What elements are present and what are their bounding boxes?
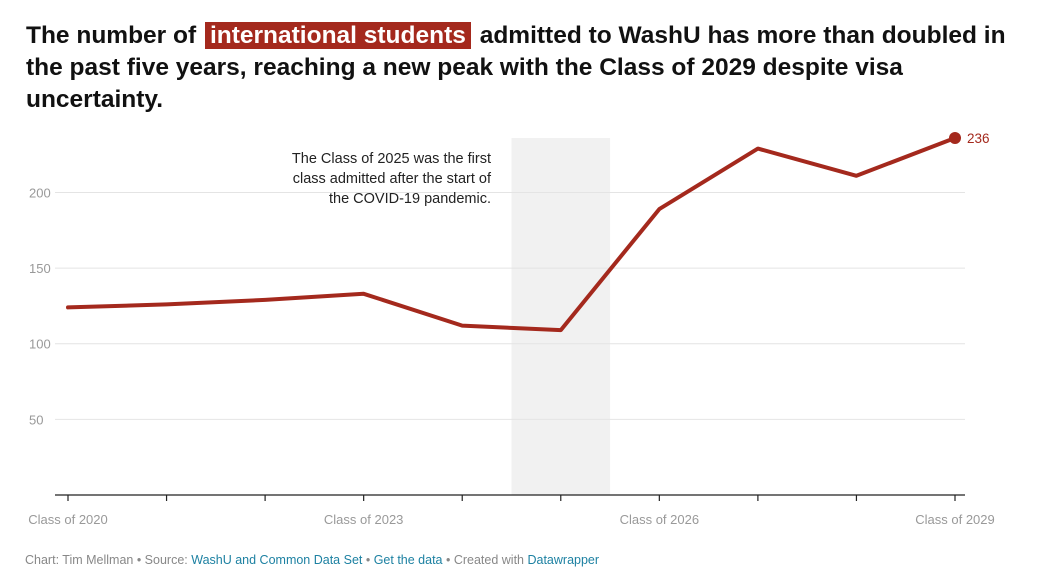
gridlines <box>55 191 965 420</box>
x-axis-labels: Class of 2020 Class of 2023 Class of 2026 C… <box>28 512 995 527</box>
annotation-line-3: the COVID-19 pandemic. <box>329 191 491 207</box>
end-point-marker <box>949 132 961 144</box>
x-tick-label-2029: Class of 2029 <box>915 512 995 527</box>
x-tick-label-2026: Class of 2026 <box>620 512 700 527</box>
y-axis-labels: 50 100 150 200 <box>29 185 51 427</box>
chart-title: The number of international students adm… <box>26 20 1016 116</box>
shaded-region <box>511 138 611 495</box>
series-line <box>66 136 957 333</box>
pandemic-annotation: The Class of 2025 was the first class ad… <box>292 151 492 207</box>
x-tick-label-2023: Class of 2023 <box>324 512 404 527</box>
chart-footer: Chart: Tim Mellman • Source: WashU and C… <box>25 553 599 567</box>
series-group <box>66 136 957 333</box>
end-value-label: 236 <box>967 131 990 146</box>
title-end: admitted to WashU has more than doubled … <box>26 22 1006 113</box>
title-highlight: international students <box>204 22 471 49</box>
annotation-line-1: The Class of 2025 was the first <box>292 151 491 167</box>
title-start: The number of <box>26 22 197 49</box>
footer-separator: • <box>362 553 374 567</box>
source-link[interactable]: WashU and Common Data Set <box>191 553 363 567</box>
footer-created-with: • Created with <box>442 553 528 567</box>
annotation-line-2: class admitted after the start of <box>293 171 492 187</box>
shaded-region-group <box>511 138 611 495</box>
y-tick-label-50: 50 <box>29 412 43 427</box>
footer-credit: Chart: Tim Mellman • Source: <box>25 553 192 567</box>
end-marker-group: 236 <box>949 131 990 146</box>
y-tick-label-100: 100 <box>29 337 51 352</box>
y-tick-label-200: 200 <box>29 185 51 200</box>
x-tick-label-2020: Class of 2020 <box>28 512 108 527</box>
get-data-link[interactable]: Get the data <box>373 553 443 567</box>
x-axis <box>55 494 965 501</box>
datawrapper-link[interactable]: Datawrapper <box>527 553 600 567</box>
y-tick-label-150: 150 <box>29 261 51 276</box>
